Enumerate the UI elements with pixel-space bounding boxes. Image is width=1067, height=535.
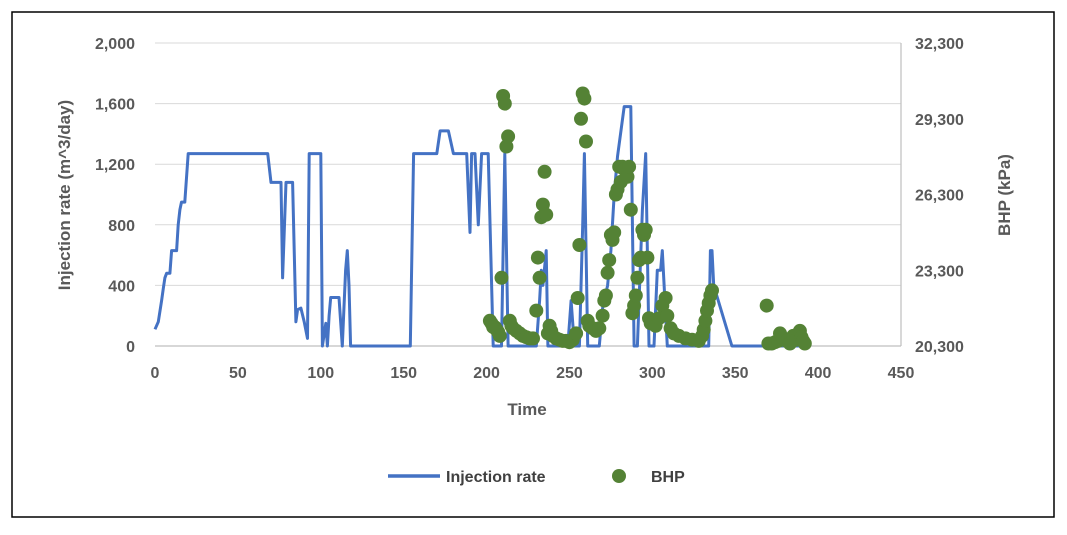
- x-tick-label: 0: [151, 365, 160, 382]
- legend-bhp-swatch: [612, 469, 626, 483]
- bhp-point: [797, 336, 812, 351]
- y-left-tick-label: 1,200: [95, 157, 135, 174]
- bhp-point: [638, 222, 653, 237]
- legend-bhp-label: BHP: [651, 469, 685, 486]
- bhp-point: [539, 207, 554, 222]
- bhp-point: [660, 308, 675, 323]
- y-left-tick-label: 0: [126, 339, 135, 356]
- y-left-tick-label: 2,000: [95, 36, 135, 53]
- bhp-point: [530, 250, 545, 265]
- legend: Injection rate BHP: [388, 469, 685, 486]
- y-right-tick-label: 32,300: [915, 36, 964, 53]
- bhp-point: [572, 238, 587, 252]
- y-left-tick-label: 400: [108, 278, 135, 295]
- bhp-point: [607, 225, 622, 240]
- x-tick-label: 350: [722, 365, 749, 382]
- bhp-point: [526, 331, 540, 346]
- bhp-point: [622, 159, 637, 174]
- bhp-point: [497, 96, 512, 111]
- legend-injection-rate-label: Injection rate: [446, 469, 546, 486]
- y-left-tick-label: 1,600: [95, 97, 135, 114]
- bhp-point: [537, 164, 552, 179]
- bhp-point: [494, 270, 509, 285]
- y-right-tick-label: 29,300: [915, 112, 964, 129]
- x-tick-label: 150: [390, 365, 417, 382]
- tick-labels: 0 50 100 150 200 250 300 350 400 450 0 400 800 1,200 1…: [95, 36, 964, 382]
- bhp-point: [598, 288, 613, 303]
- bhp-point: [658, 291, 673, 305]
- bhp-point: [570, 291, 585, 305]
- y-right-tick-label: 26,300: [915, 188, 964, 205]
- gridlines: [155, 42, 901, 286]
- bhp-point: [602, 253, 617, 268]
- bhp-point: [579, 134, 593, 149]
- bhp-point: [705, 283, 719, 298]
- bhp-point: [600, 265, 615, 280]
- x-tick-label: 100: [307, 365, 334, 382]
- chart-frame: [11, 11, 1055, 518]
- y-right-tick-label: 23,300: [915, 263, 964, 280]
- bhp-point: [759, 298, 774, 313]
- bhp-point: [574, 111, 588, 126]
- bhp-point: [501, 129, 516, 144]
- bhp-point: [577, 91, 592, 106]
- bhp-point: [623, 202, 638, 217]
- x-tick-label: 250: [556, 365, 583, 382]
- y-left-tick-label: 800: [108, 218, 135, 235]
- x-tick-label: 200: [473, 365, 500, 382]
- x-tick-label: 300: [639, 365, 666, 382]
- bhp-point: [529, 303, 544, 318]
- bhp-point: [592, 321, 607, 336]
- x-tick-label: 50: [229, 365, 247, 382]
- bhp-point: [569, 326, 584, 341]
- y-axis-right-title: BHP (kPa): [995, 154, 1014, 236]
- bhp-point: [595, 308, 610, 323]
- bhp-point: [628, 288, 643, 303]
- x-tick-label: 450: [888, 365, 915, 382]
- bhp-point: [532, 270, 547, 285]
- bhp-point: [492, 328, 507, 343]
- y-right-tick-label: 20,300: [915, 339, 964, 356]
- x-axis-title: Time: [507, 400, 546, 419]
- bhp-series: [482, 86, 812, 351]
- bhp-point: [640, 250, 655, 265]
- x-tick-label: 400: [805, 365, 832, 382]
- y-axis-left-title: Injection rate (m^3/day): [55, 100, 74, 290]
- bhp-point: [630, 270, 645, 285]
